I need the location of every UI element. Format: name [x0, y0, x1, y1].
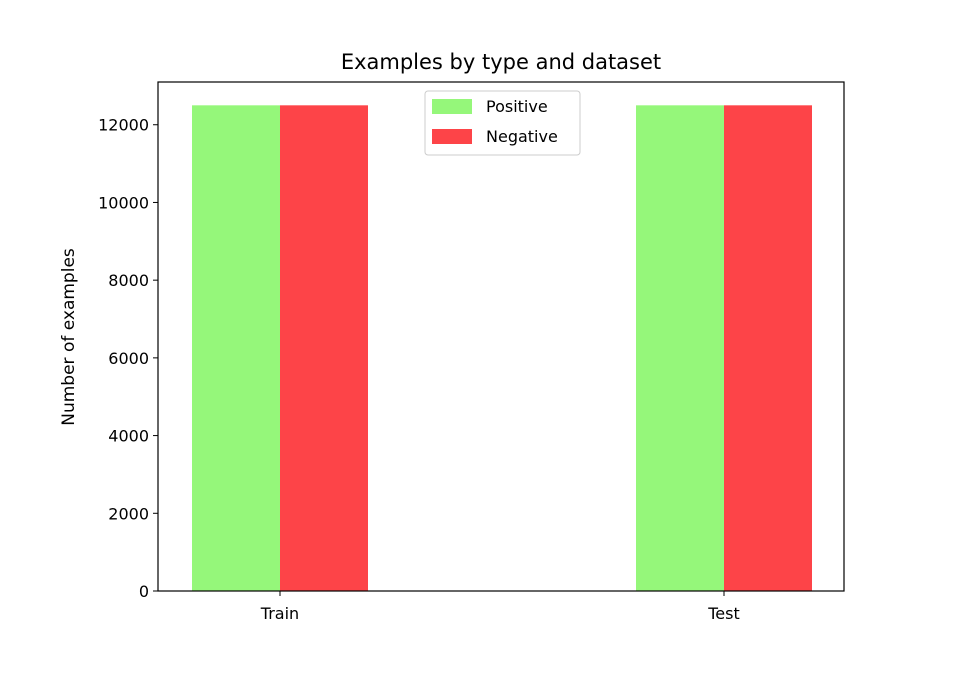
y-tick-label: 2000 — [108, 504, 149, 523]
ticks-group: 0 2000 4000 6000 8000 10000 12000 Train Test — [98, 116, 740, 623]
bars-group — [192, 105, 812, 591]
x-tick-label: Test — [707, 604, 740, 623]
legend-swatch-negative — [432, 129, 472, 144]
y-tick-label: 12000 — [98, 116, 149, 135]
x-tick-label: Train — [260, 604, 299, 623]
y-tick-label: 10000 — [98, 193, 149, 212]
bar-negative-test — [724, 105, 812, 591]
y-tick-label: 0 — [139, 582, 149, 601]
legend: Positive Negative — [424, 90, 581, 156]
bar-positive-train — [192, 105, 280, 591]
y-tick-label: 4000 — [108, 427, 149, 446]
plot-area-frame — [157, 81, 845, 592]
y-tick-label: 6000 — [108, 349, 149, 368]
y-tick-label: 8000 — [108, 271, 149, 290]
bar-positive-test — [636, 105, 724, 591]
legend-label-positive: Positive — [486, 97, 548, 116]
bar-negative-train — [280, 105, 368, 591]
legend-swatch-positive — [432, 99, 472, 114]
legend-label-negative: Negative — [486, 127, 558, 146]
chart-title: Examples by type and dataset — [341, 50, 661, 74]
y-axis-label: Number of examples — [59, 248, 79, 426]
